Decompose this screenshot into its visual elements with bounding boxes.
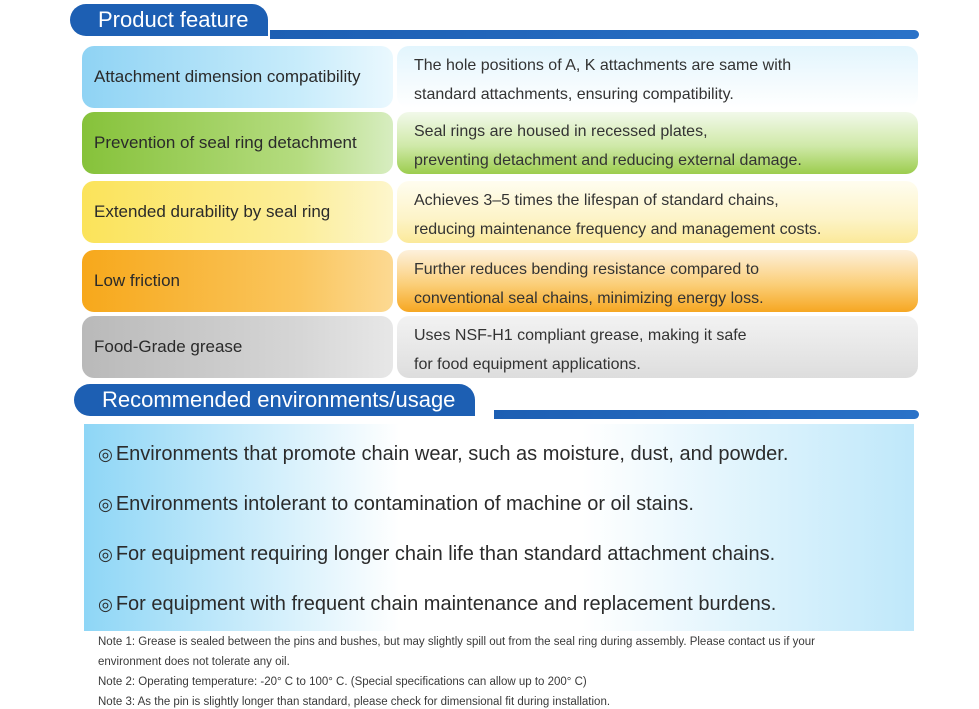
recommended-header: Recommended environments/usage [74,384,919,419]
feature-label: Prevention of seal ring detachment [82,112,393,174]
recommended-item-text: For equipment requiring longer chain lif… [115,543,776,565]
feature-label: Extended durability by seal ring [82,181,393,243]
recommended-item-text: Environments intolerant to contamination… [115,493,694,515]
note-line: Note 3: As the pin is slightly longer th… [98,696,611,708]
feature-description-line: Achieves 3–5 times the lifespan of stand… [414,192,779,209]
product-feature-header: Product feature [70,4,919,39]
feature-description: Further reduces bending resistance compa… [397,250,918,312]
feature-row: Low friction Further reduces bending res… [82,250,918,312]
feature-label: Attachment dimension compatibility [82,46,393,108]
feature-label: Food-Grade grease [82,316,393,378]
recommended-box: ◎ Environments that promote chain wear, s… [84,424,914,631]
feature-description: The hole positions of A, K attachments a… [397,46,918,108]
note-line: Note 2: Operating temperature: -20° C to… [98,676,587,688]
feature-description-line: Further reduces bending resistance compa… [414,261,760,278]
recommended-item: ◎ For equipment with frequent chain maint… [98,593,776,616]
note-line: environment does not tolerate any oil. [98,656,290,668]
note-line: Note 1: Grease is sealed between the pin… [98,636,815,648]
feature-description-line: Uses NSF-H1 compliant grease, making it … [414,327,747,344]
product-feature-title: Product feature [70,4,269,36]
double-circle-icon: ◎ [98,595,113,615]
feature-description-line: preventing detachment and reducing exter… [414,152,802,169]
feature-description-line: Seal rings are housed in recessed plates… [414,123,708,140]
feature-description: Seal rings are housed in recessed plates… [397,112,918,174]
recommended-item: ◎ Environments that promote chain wear, s… [98,443,788,466]
feature-description-line: The hole positions of A, K attachments a… [414,57,792,74]
feature-description-line: standard attachments, ensuring compatibi… [414,86,734,103]
recommended-item-text: For equipment with frequent chain mainte… [115,593,777,615]
header-rule [270,30,919,39]
feature-label: Low friction [82,250,393,312]
feature-row: Prevention of seal ring detachment Seal … [82,112,918,174]
feature-row: Attachment dimension compatibility The h… [82,46,918,108]
double-circle-icon: ◎ [98,445,113,465]
feature-description: Achieves 3–5 times the lifespan of stand… [397,181,918,243]
recommended-item: ◎ For equipment requiring longer chain li… [98,543,775,566]
feature-description-line: for food equipment applications. [414,356,641,373]
double-circle-icon: ◎ [98,495,113,515]
feature-description-line: conventional seal chains, minimizing ene… [414,290,764,307]
recommended-item: ◎ Environments intolerant to contaminatio… [98,493,694,516]
feature-row: Extended durability by seal ring Achieve… [82,181,918,243]
recommended-item-text: Environments that promote chain wear, su… [115,443,789,465]
header-rule [494,410,919,419]
feature-row: Food-Grade grease Uses NSF-H1 compliant … [82,316,918,378]
feature-description: Uses NSF-H1 compliant grease, making it … [397,316,918,378]
double-circle-icon: ◎ [98,545,113,565]
feature-description-line: reducing maintenance frequency and manag… [414,221,822,238]
recommended-title: Recommended environments/usage [74,384,476,416]
